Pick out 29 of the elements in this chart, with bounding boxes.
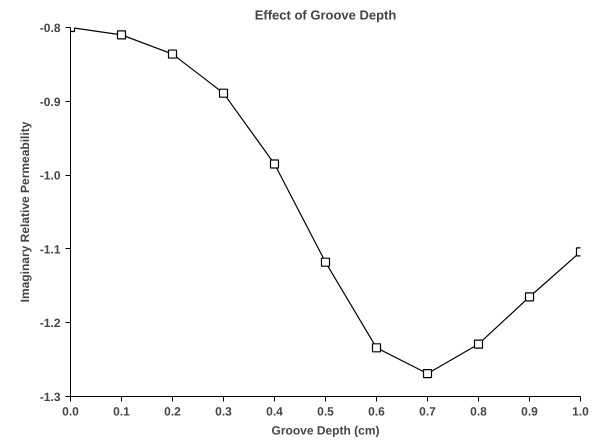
x-tick-label: 0.5	[317, 404, 334, 418]
x-tick-label: 0.8	[470, 404, 488, 418]
point	[320, 258, 330, 267]
y-tick-label: -0.9	[40, 94, 61, 109]
x-tick-label: 1.0	[572, 404, 590, 418]
point	[372, 343, 382, 352]
y-tick-label: -1.3	[40, 390, 61, 404]
y-tick-label: -0.8	[40, 21, 61, 35]
point	[270, 159, 280, 169]
point	[116, 30, 126, 40]
point	[422, 369, 432, 378]
y-axis-title: Imaginary Relative Permeability	[18, 121, 32, 302]
x-tick-label: 0.1	[113, 404, 130, 418]
x-tick-label: 0.9	[521, 404, 538, 418]
x-tick-label: 0.0	[62, 404, 80, 418]
x-tick-label: 0.3	[215, 404, 232, 418]
x-tick-label: 0.4	[266, 404, 284, 418]
x-tick-label: 0.2	[164, 404, 182, 418]
x-axis-title: Groove Depth (cm)	[271, 424, 380, 438]
point	[524, 292, 534, 302]
point	[218, 88, 228, 98]
point	[474, 340, 484, 349]
chart-title: Effect of Groove Depth	[254, 8, 396, 22]
y-tick-label: -1.1	[40, 242, 61, 256]
y-tick-label: -1.0	[40, 168, 61, 183]
point	[168, 49, 178, 59]
y-tick-label: -1.2	[40, 316, 61, 330]
x-tick-label: 0.7	[419, 404, 436, 418]
x-tick-label: 0.6	[368, 404, 386, 418]
